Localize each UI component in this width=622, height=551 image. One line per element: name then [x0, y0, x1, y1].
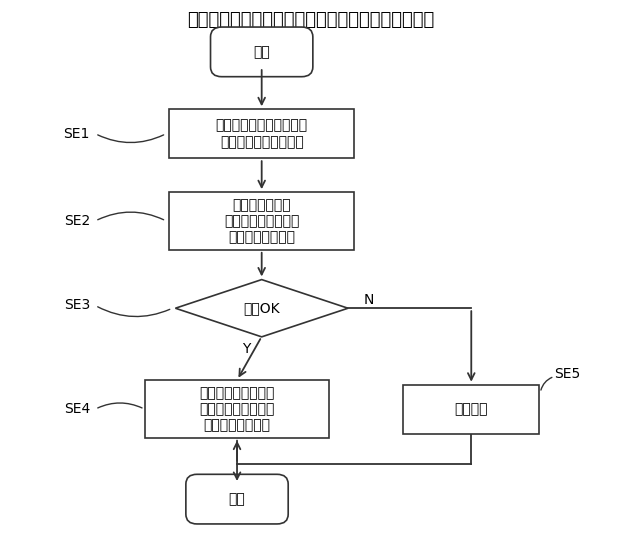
Text: 操作無効: 操作無効 — [455, 402, 488, 416]
FancyBboxPatch shape — [210, 27, 313, 77]
FancyBboxPatch shape — [186, 474, 288, 524]
FancyBboxPatch shape — [404, 385, 539, 434]
Text: SE1: SE1 — [63, 127, 90, 141]
FancyBboxPatch shape — [169, 192, 354, 250]
Text: SE3: SE3 — [63, 299, 90, 312]
Text: 外部端末装置が正常であるか確認する動作の他の例: 外部端末装置が正常であるか確認する動作の他の例 — [187, 11, 435, 29]
Text: SE5: SE5 — [554, 366, 580, 381]
FancyBboxPatch shape — [144, 381, 330, 438]
Text: 外部端末装置へ
予約運転開始時間と
操作内容確認通知: 外部端末装置へ 予約運転開始時間と 操作内容確認通知 — [224, 198, 299, 244]
Text: Y: Y — [242, 342, 251, 356]
Text: N: N — [363, 293, 374, 307]
Text: 確認OK: 確認OK — [243, 301, 280, 315]
Text: SE2: SE2 — [63, 214, 90, 228]
Text: 外部端末装置から運転を
予約する指示情報受信: 外部端末装置から運転を 予約する指示情報受信 — [216, 118, 308, 149]
Text: 開始: 開始 — [253, 45, 270, 59]
Text: 終了: 終了 — [229, 492, 246, 506]
Text: 予約運転開始時間に
指示情報による操作
に基づく制御実行: 予約運転開始時間に 指示情報による操作 に基づく制御実行 — [199, 386, 275, 433]
Polygon shape — [175, 279, 348, 337]
FancyBboxPatch shape — [169, 109, 354, 158]
Text: SE4: SE4 — [63, 402, 90, 416]
